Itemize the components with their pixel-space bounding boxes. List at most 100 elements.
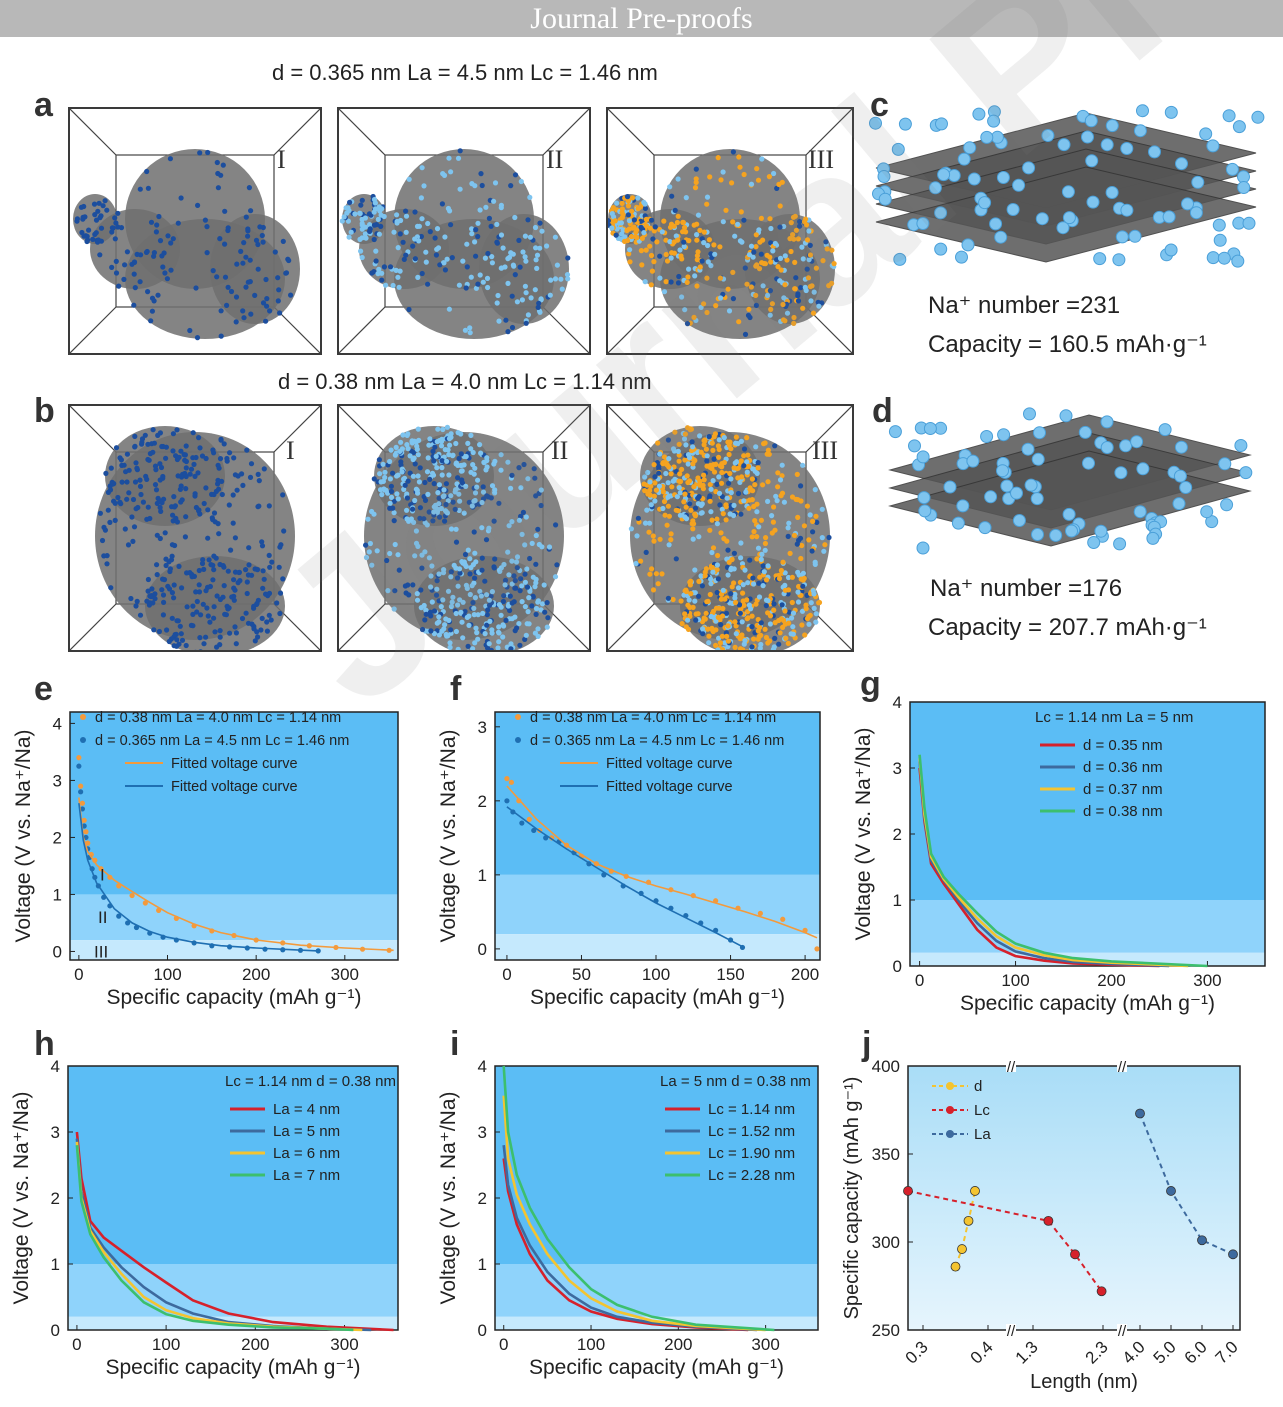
na-ion bbox=[619, 231, 625, 237]
na-ion bbox=[800, 305, 806, 311]
na-ion bbox=[404, 495, 410, 501]
na-ion bbox=[495, 292, 501, 299]
na-ion bbox=[484, 464, 490, 470]
na-ion bbox=[799, 622, 805, 628]
na-ion bbox=[151, 298, 157, 304]
na-ion bbox=[526, 621, 532, 627]
na-ion bbox=[519, 583, 525, 589]
na-ion bbox=[565, 276, 571, 282]
na-ion bbox=[733, 631, 739, 637]
y-tick-label: 0 bbox=[893, 957, 902, 976]
na-ion bbox=[697, 264, 703, 270]
na-ion bbox=[95, 208, 101, 214]
na-ion bbox=[216, 486, 222, 492]
na-ion bbox=[436, 495, 442, 501]
na-ion bbox=[440, 570, 447, 576]
na-ion bbox=[980, 130, 994, 144]
na-ion bbox=[86, 227, 92, 233]
na-ion bbox=[544, 624, 550, 630]
na-ion bbox=[631, 217, 637, 223]
na-ion bbox=[145, 441, 151, 447]
x-tick-label: 2.3 bbox=[1082, 1337, 1112, 1367]
na-ion bbox=[688, 578, 694, 584]
x-tick-label: 200 bbox=[242, 965, 270, 984]
x-tick-label: 300 bbox=[331, 965, 359, 984]
y-tick-label: 1 bbox=[893, 891, 902, 910]
na-ion bbox=[387, 500, 393, 506]
na-ion bbox=[629, 208, 635, 214]
na-ion bbox=[1000, 479, 1014, 493]
series-line bbox=[502, 1065, 775, 1332]
na-ion bbox=[376, 231, 382, 237]
na-ion bbox=[699, 583, 705, 589]
na-ion bbox=[734, 466, 740, 472]
na-ion bbox=[286, 257, 292, 264]
na-ion bbox=[1189, 206, 1203, 220]
na-ion bbox=[523, 632, 529, 638]
na-ion bbox=[687, 501, 693, 507]
na-ion bbox=[121, 276, 127, 282]
na-ion bbox=[483, 204, 489, 210]
na-ion bbox=[443, 481, 449, 487]
na-ion bbox=[806, 228, 812, 234]
na-ion bbox=[753, 232, 759, 238]
na-ion bbox=[710, 447, 716, 453]
na-ion bbox=[523, 258, 529, 264]
na-ion bbox=[431, 608, 438, 614]
na-ion bbox=[651, 259, 657, 265]
na-ion bbox=[767, 312, 773, 318]
na-ion bbox=[535, 626, 541, 632]
na-ion bbox=[677, 247, 683, 253]
x-tick-label: 0 bbox=[74, 965, 83, 984]
y-tick-label: 4 bbox=[893, 693, 902, 712]
na-ion bbox=[473, 625, 479, 631]
na-ion bbox=[805, 275, 812, 281]
na-number-c: Na⁺ number =231 bbox=[928, 292, 1121, 319]
na-ion bbox=[455, 475, 461, 481]
na-ion bbox=[263, 591, 269, 597]
na-ion bbox=[541, 582, 547, 588]
na-ion bbox=[401, 476, 407, 482]
na-ion bbox=[1251, 110, 1265, 124]
cube-edge bbox=[70, 109, 117, 156]
na-ion bbox=[728, 591, 734, 597]
na-ion bbox=[651, 538, 657, 544]
na-ion bbox=[619, 209, 625, 215]
na-ion bbox=[459, 619, 465, 625]
cube-edge bbox=[608, 406, 655, 453]
na-ion bbox=[391, 498, 397, 504]
cube-edge bbox=[339, 109, 386, 156]
na-ion bbox=[275, 275, 281, 281]
na-ion bbox=[675, 448, 681, 454]
na-ion bbox=[667, 239, 673, 245]
na-ion bbox=[789, 599, 795, 606]
na-ion bbox=[535, 526, 541, 532]
na-ion bbox=[472, 575, 478, 581]
na-ion bbox=[755, 460, 761, 466]
na-ion bbox=[652, 474, 658, 480]
sim-box-a-1: I bbox=[68, 107, 322, 355]
na-ion bbox=[782, 282, 788, 288]
na-ion bbox=[737, 238, 743, 244]
na-ion bbox=[996, 464, 1009, 478]
na-ion bbox=[201, 641, 207, 647]
sim-box-a-3: III bbox=[606, 107, 854, 355]
na-ion bbox=[359, 197, 365, 203]
na-ion bbox=[668, 471, 674, 477]
na-ion bbox=[650, 236, 656, 242]
na-ion bbox=[191, 461, 197, 467]
na-ion bbox=[432, 504, 438, 510]
na-ion bbox=[446, 306, 452, 312]
na-ion bbox=[690, 536, 696, 542]
na-ion bbox=[410, 456, 416, 463]
na-ion bbox=[471, 612, 477, 618]
na-ion bbox=[704, 453, 710, 459]
na-ion bbox=[413, 528, 419, 534]
data-point bbox=[83, 834, 89, 841]
na-ion bbox=[377, 487, 384, 493]
na-ion bbox=[494, 240, 500, 246]
series-line bbox=[78, 803, 319, 952]
na-ion bbox=[505, 549, 511, 555]
na-ion bbox=[431, 458, 437, 464]
na-ion bbox=[1115, 230, 1129, 244]
